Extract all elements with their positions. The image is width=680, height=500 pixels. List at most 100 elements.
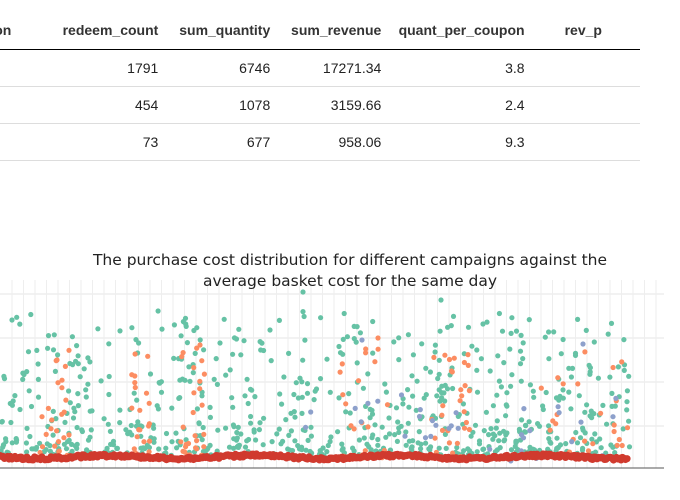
data-point-campaign-a [392, 432, 398, 438]
data-point-campaign-a [303, 447, 309, 453]
data-point-campaign-a [423, 365, 429, 371]
data-point-campaign-a [110, 438, 117, 444]
data-point-campaign-a [194, 325, 200, 331]
data-point-campaign-a [75, 391, 81, 397]
data-point-campaign-a [247, 386, 254, 392]
data-point-campaign-a [67, 400, 73, 406]
data-point-outlier [9, 317, 15, 323]
data-point-campaign-a [215, 427, 221, 433]
data-point-campaign-a [27, 433, 33, 440]
data-point-campaign-a [434, 393, 440, 399]
column-header-sum-quantity: sum_quantity [158, 22, 271, 50]
data-point-campaign-a [347, 410, 353, 416]
data-point-campaign-b [136, 427, 142, 433]
data-point-campaign-a [409, 373, 415, 379]
data-point-campaign-b [610, 364, 616, 371]
data-point-campaign-a [299, 410, 305, 416]
chart-title: The purchase cost distribution for diffe… [60, 250, 640, 292]
data-point-campaign-b [611, 422, 617, 428]
data-point-campaign-a [50, 408, 56, 414]
data-point-campaign-a [508, 330, 514, 336]
table-header-row: cription redeem_count sum_quantity sum_r… [0, 22, 640, 50]
data-point-campaign-b [55, 380, 61, 386]
data-point-campaign-a [51, 332, 57, 338]
data-point-campaign-b [62, 363, 68, 369]
data-point-campaign-a [171, 322, 177, 328]
data-point-campaign-b [134, 434, 140, 440]
data-point-campaign-b [538, 385, 544, 391]
data-point-campaign-a [370, 318, 376, 325]
column-header-rev-per: rev_p [524, 22, 640, 50]
data-point-campaign-b [131, 446, 137, 452]
data-point-campaign-b [179, 354, 185, 360]
data-point-campaign-a [624, 399, 630, 405]
data-point-campaign-a [484, 319, 490, 325]
cell-sum-quantity: 1078 [158, 86, 271, 124]
data-point-campaign-a [190, 370, 196, 376]
data-point-campaign-a [8, 419, 14, 426]
data-point-campaign-a [223, 372, 229, 378]
data-point-campaign-c [613, 395, 619, 401]
data-point-campaign-b [450, 450, 456, 456]
data-point-campaign-a [375, 442, 381, 448]
data-point-campaign-b [45, 405, 52, 411]
data-point-campaign-a [83, 394, 89, 400]
data-point-campaign-b [66, 347, 72, 353]
data-point-campaign-a [584, 402, 590, 408]
data-point-campaign-a [213, 356, 219, 362]
data-point-campaign-a [418, 446, 424, 452]
data-point-campaign-a [248, 413, 254, 420]
data-point-campaign-a [547, 439, 553, 445]
data-point-campaign-a [242, 444, 249, 450]
data-point-campaign-a [620, 426, 626, 432]
data-point-campaign-a [487, 368, 493, 374]
data-point-campaign-a [197, 337, 203, 343]
data-point-campaign-a [621, 367, 627, 373]
data-point-campaign-b [55, 439, 62, 445]
chart-title-line-1: The purchase cost distribution for diffe… [92, 251, 608, 269]
data-point-campaign-b [439, 412, 445, 418]
data-point-campaign-a [499, 328, 506, 334]
data-point-campaign-a [588, 408, 594, 414]
data-point-campaign-a [281, 374, 287, 380]
data-point-campaign-a [436, 445, 442, 451]
data-point-campaign-a [147, 371, 154, 377]
data-point-campaign-b [39, 444, 46, 450]
data-point-campaign-a [101, 416, 107, 422]
cell-quant-per-coupon: 2.4 [381, 86, 525, 124]
data-point-campaign-b [446, 356, 453, 363]
data-point-campaign-a [117, 328, 123, 334]
data-point-campaign-a [151, 439, 157, 445]
data-point-campaign-b [463, 419, 469, 426]
data-point-campaign-a [301, 313, 307, 320]
data-point-campaign-a [339, 441, 345, 447]
data-point-campaign-a [257, 420, 263, 426]
data-point-campaign-a [406, 438, 412, 444]
data-point-campaign-a [292, 438, 298, 444]
column-header-redeem-count: redeem_count [47, 22, 159, 50]
data-point-campaign-a [448, 323, 454, 329]
data-point-campaign-a [530, 388, 536, 394]
data-point-campaign-a [383, 389, 389, 395]
data-point-campaign-a [592, 431, 598, 437]
data-point-campaign-a [320, 445, 326, 451]
data-point-campaign-a [386, 431, 393, 437]
data-point-campaign-a [403, 442, 409, 448]
data-point-campaign-b [146, 421, 152, 427]
data-point-campaign-a [28, 311, 34, 318]
data-point-campaign-a [242, 393, 248, 399]
data-point-campaign-b [61, 435, 67, 441]
data-point-campaign-a [0, 418, 5, 425]
data-point-campaign-b [343, 401, 349, 407]
data-point-campaign-a [283, 417, 289, 423]
data-point-campaign-a [496, 438, 502, 444]
data-point-campaign-a [3, 438, 9, 445]
cell-quant-per-coupon: 3.8 [381, 49, 525, 87]
data-point-campaign-a [117, 407, 123, 413]
data-point-campaign-a [340, 336, 346, 342]
data-point-campaign-b [201, 431, 207, 437]
data-point-campaign-a [231, 424, 237, 430]
data-point-campaign-a [472, 422, 479, 428]
data-point-campaign-a [432, 349, 438, 355]
data-point-campaign-b [194, 438, 200, 444]
